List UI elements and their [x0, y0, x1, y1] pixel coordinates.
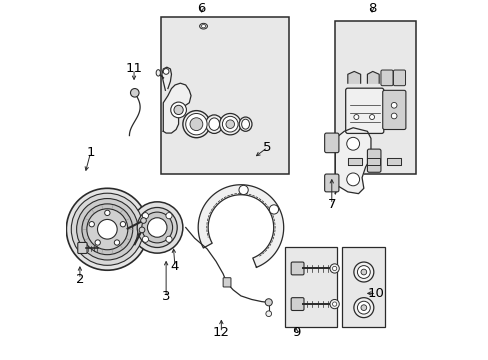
Circle shape	[265, 311, 271, 316]
Circle shape	[353, 298, 373, 318]
Circle shape	[104, 210, 110, 216]
FancyBboxPatch shape	[290, 262, 304, 275]
Circle shape	[114, 240, 120, 245]
Circle shape	[346, 173, 359, 186]
Circle shape	[142, 212, 172, 243]
Ellipse shape	[201, 24, 205, 28]
Bar	[342, 247, 385, 327]
Polygon shape	[347, 71, 360, 83]
Circle shape	[357, 266, 369, 278]
Circle shape	[165, 213, 172, 219]
Text: 4: 4	[170, 260, 179, 273]
Ellipse shape	[199, 23, 207, 29]
Circle shape	[142, 213, 148, 219]
Ellipse shape	[205, 115, 223, 134]
Ellipse shape	[156, 69, 160, 76]
Circle shape	[170, 102, 186, 118]
Ellipse shape	[241, 119, 249, 129]
Text: 12: 12	[212, 326, 229, 339]
Circle shape	[66, 188, 148, 270]
Circle shape	[165, 236, 172, 242]
Circle shape	[190, 118, 203, 131]
Circle shape	[329, 264, 339, 273]
Circle shape	[357, 301, 369, 314]
Circle shape	[137, 207, 177, 247]
Circle shape	[174, 105, 183, 114]
Bar	[285, 247, 336, 327]
Polygon shape	[162, 67, 171, 90]
Circle shape	[147, 218, 166, 237]
Circle shape	[222, 116, 238, 132]
FancyBboxPatch shape	[324, 133, 338, 153]
Text: 9: 9	[291, 326, 300, 339]
FancyBboxPatch shape	[78, 242, 87, 253]
Circle shape	[353, 114, 358, 120]
Circle shape	[71, 193, 143, 265]
Text: 7: 7	[327, 198, 335, 211]
Polygon shape	[198, 185, 283, 267]
Circle shape	[89, 221, 94, 227]
Circle shape	[360, 269, 366, 275]
Text: 5: 5	[263, 141, 271, 154]
Bar	[335, 21, 415, 174]
Circle shape	[95, 240, 100, 245]
Text: 1: 1	[86, 146, 95, 159]
Circle shape	[183, 111, 209, 138]
Polygon shape	[386, 158, 401, 165]
Circle shape	[239, 185, 248, 195]
Circle shape	[225, 120, 234, 129]
FancyBboxPatch shape	[345, 88, 383, 134]
Ellipse shape	[208, 118, 219, 130]
Circle shape	[131, 202, 183, 253]
Circle shape	[130, 89, 139, 97]
Circle shape	[120, 221, 125, 227]
Text: 11: 11	[125, 62, 142, 76]
FancyBboxPatch shape	[223, 278, 230, 287]
FancyBboxPatch shape	[324, 174, 338, 192]
Circle shape	[185, 113, 207, 135]
Circle shape	[82, 204, 132, 255]
Circle shape	[332, 266, 336, 271]
Circle shape	[269, 205, 278, 214]
Circle shape	[97, 220, 117, 239]
Ellipse shape	[239, 117, 251, 131]
Circle shape	[390, 103, 396, 108]
Text: 3: 3	[162, 291, 170, 303]
FancyBboxPatch shape	[380, 70, 392, 86]
Text: 2: 2	[76, 273, 84, 285]
Circle shape	[141, 218, 146, 223]
Polygon shape	[366, 71, 378, 83]
Circle shape	[77, 198, 138, 260]
Circle shape	[360, 305, 366, 310]
Circle shape	[332, 302, 336, 306]
Circle shape	[264, 299, 272, 306]
Polygon shape	[347, 158, 361, 165]
Circle shape	[390, 113, 396, 119]
Circle shape	[142, 236, 148, 242]
Circle shape	[329, 300, 339, 309]
Circle shape	[163, 69, 169, 74]
Circle shape	[346, 138, 359, 150]
FancyBboxPatch shape	[382, 90, 405, 130]
Circle shape	[353, 262, 373, 282]
FancyBboxPatch shape	[393, 70, 405, 86]
Circle shape	[139, 227, 144, 233]
FancyBboxPatch shape	[366, 149, 380, 172]
Text: 10: 10	[367, 287, 384, 300]
Circle shape	[369, 114, 374, 120]
Polygon shape	[163, 83, 191, 133]
Polygon shape	[366, 158, 379, 165]
Circle shape	[219, 113, 241, 135]
Text: 6: 6	[197, 2, 205, 15]
Polygon shape	[335, 128, 370, 194]
Text: 8: 8	[367, 2, 375, 15]
FancyBboxPatch shape	[290, 298, 304, 310]
Circle shape	[87, 209, 127, 250]
Bar	[161, 17, 288, 174]
